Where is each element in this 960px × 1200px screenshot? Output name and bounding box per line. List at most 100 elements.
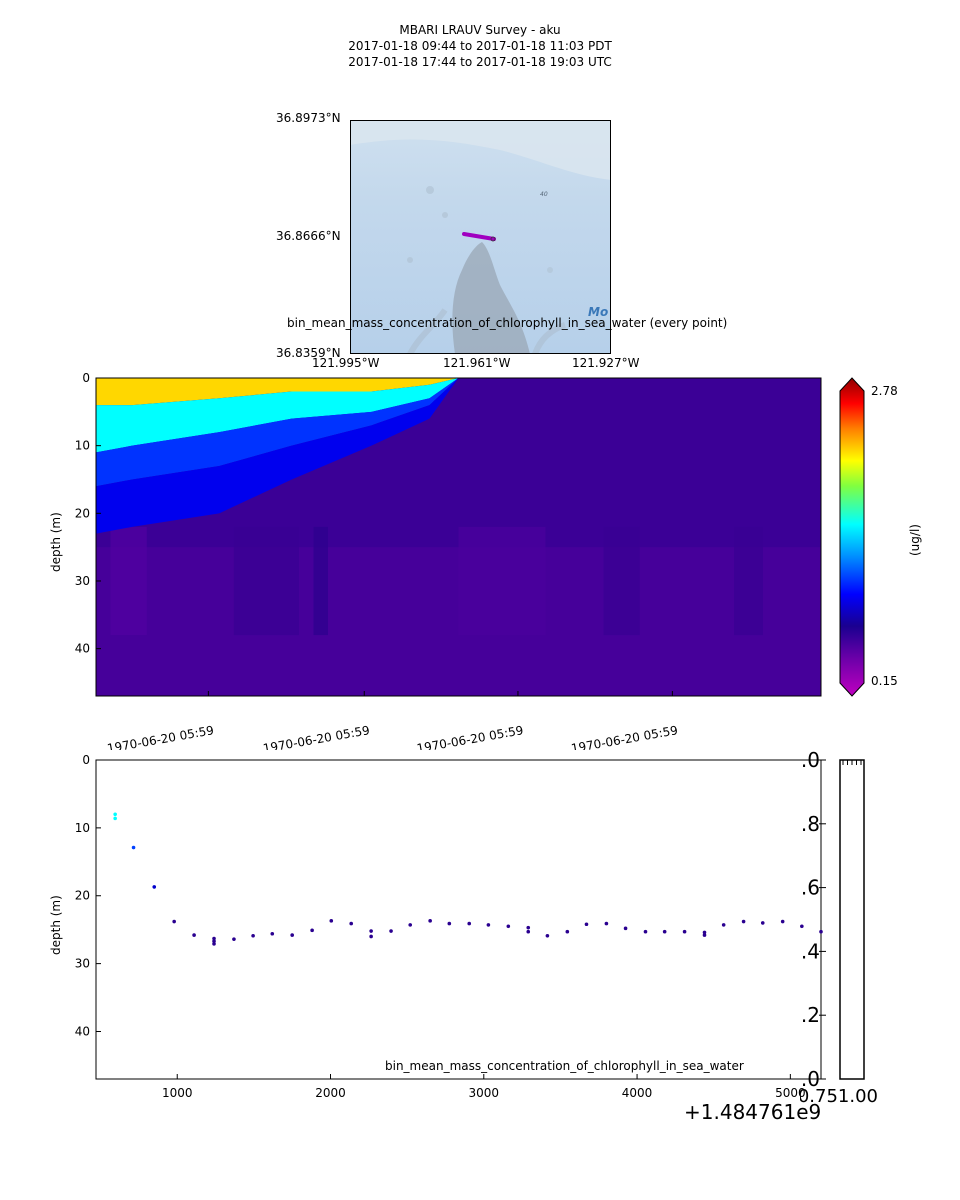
scatter-point (486, 923, 491, 927)
scatter-colorbar-frame (839, 759, 865, 1080)
scatter-ytick-label: 30 (75, 957, 90, 971)
scatter-point (212, 936, 216, 941)
scatter-xtick-label: 5000 (775, 1086, 806, 1100)
scatter-xtick-label: 2000 (315, 1086, 346, 1100)
scatter-point (800, 924, 804, 929)
heatmap-xtick-label: 1970-06-20 05:59 (262, 723, 371, 750)
map-canyon (452, 242, 530, 354)
heatmap-ytick-label: 0 (82, 371, 90, 385)
scatter-point (506, 924, 511, 929)
colorbar-bar (839, 377, 865, 697)
scatter-point (447, 921, 452, 926)
heatmap-ytick-label: 30 (75, 574, 90, 588)
scatter-colorbar-xtick-label: 0.000.250.500.751.00 (800, 1086, 878, 1107)
scatter-colorbar-ytick-label: 1.0 (800, 750, 820, 772)
map-lon-label-1: 121.995°W (312, 356, 380, 370)
scatter-colorbar-ytick-label: 0.4 (800, 939, 820, 963)
heatmap-title: bin_mean_mass_concentration_of_chlorophy… (287, 316, 728, 330)
heatmap-xtick-label: 1970-06-20 05:59 (570, 723, 679, 750)
scatter-xtick-label: 4000 (622, 1086, 653, 1100)
scatter-colorbar-ytick-label: 0.6 (800, 876, 820, 900)
scatter-ytick-label: 10 (75, 821, 90, 835)
scatter-frame (95, 759, 822, 1080)
heatmap-layer-blue (96, 378, 459, 487)
scatter-point (467, 921, 472, 926)
map-lon-label-2: 121.961°W (443, 356, 511, 370)
heatmap-column (313, 526, 328, 636)
heatmap-ytick-label: 10 (75, 439, 90, 453)
map-lon-label-3: 121.927°W (572, 356, 640, 370)
map-canyon-ridge (407, 308, 567, 354)
scatter-ylabel: depth (m) (49, 895, 63, 955)
scatter-point (545, 933, 550, 938)
scatter-legend-label: bin_mean_mass_concentration_of_chlorophy… (385, 1059, 744, 1073)
scatter-point (682, 929, 687, 934)
scatter-point (113, 816, 117, 821)
scatter-point (643, 929, 648, 934)
heatmap-ylabel: depth (m) (49, 512, 63, 572)
map-lat-label-mid: 36.8666°N (276, 229, 341, 243)
scatter-point (408, 923, 413, 927)
scatter-point (270, 931, 275, 936)
heatmap-layer-cyan (96, 378, 459, 453)
heatmap-ytick-label: 20 (75, 506, 90, 520)
scatter-point (526, 929, 531, 934)
map-place-label: Mo (588, 305, 608, 319)
scatter-point (251, 933, 255, 938)
scatter-point (604, 921, 609, 926)
chart-title-line-1: MBARI LRAUV Survey - aku (399, 23, 561, 37)
scatter-point (702, 933, 707, 937)
colorbar (839, 377, 865, 697)
scatter-point (584, 922, 589, 927)
heatmap-xtick-label: 1970-06-20 05:59 (106, 723, 215, 750)
scatter-point (172, 919, 176, 924)
scatter-point (565, 929, 570, 934)
scatter-x-offset: +1.484761e9 (684, 1100, 822, 1124)
heatmap-xtick-label: 1970-06-20 05:59 (416, 723, 525, 750)
heatmap-frame (95, 377, 822, 697)
scatter-point (623, 926, 628, 931)
heatmap-column (110, 526, 147, 636)
map-shelf-shading (350, 120, 611, 180)
heatmap-column (233, 526, 299, 636)
scatter-point (113, 812, 117, 817)
scatter-point (152, 885, 157, 889)
scatter-point (212, 939, 216, 944)
scatter-point (290, 933, 294, 937)
colorbar-unit-label: (ug/l) (908, 524, 922, 556)
scatter-point (780, 919, 785, 924)
scatter-xtick-label: 3000 (469, 1086, 500, 1100)
scatter-xtick-label: 1000 (162, 1086, 193, 1100)
heatmap-layer-deep-blue (96, 378, 459, 534)
heatmap-column (458, 526, 546, 636)
scatter-point (212, 942, 216, 946)
scatter-colorbar-ytick-label: 0.8 (800, 812, 820, 836)
scatter-colorbar-ytick-label: 0.0 (800, 1067, 820, 1091)
scatter-point (329, 919, 334, 923)
heatmap-plot: 0 10 20 30 40 1970-06-20 05:59 1970-06-20 05:5… (75, 371, 822, 750)
scatter-point (192, 933, 196, 937)
scatter-point (131, 845, 136, 850)
map-lat-label-top: 36.8973°N (276, 111, 341, 125)
scatter-point (819, 929, 823, 934)
scatter-point (310, 928, 314, 933)
map-track-end (490, 236, 496, 242)
scatter-point (721, 923, 726, 927)
scatter-point (349, 921, 354, 926)
scatter-point (526, 925, 531, 930)
scatter-point (428, 919, 432, 923)
heatmap-ytick-label: 40 (75, 642, 90, 656)
chart-title-line-2: 2017-01-18 09:44 to 2017-01-18 11:03 PDT (348, 39, 612, 53)
scatter-ytick-label: 20 (75, 889, 90, 903)
scatter-plot: 0 10 20 30 40 1000 2000 3000 4000 5000 (75, 753, 823, 1100)
scatter-point (741, 919, 746, 924)
scatter-colorbar: 0.0 0.2 0.4 0.6 0.8 1.0 0.000.250.500.751.00 (800, 750, 878, 1107)
scatter-colorbar-ytick-label: 0.2 (800, 1003, 820, 1027)
colorbar-min-label: 0.15 (871, 674, 898, 688)
map-lat-label-bottom: 36.8359°N (276, 346, 341, 360)
scatter-point (662, 929, 667, 934)
scatter-ytick-label: 40 (75, 1024, 90, 1038)
scatter-point (702, 930, 707, 935)
heatmap-layer-yellow (96, 378, 459, 406)
map-track (462, 232, 496, 241)
